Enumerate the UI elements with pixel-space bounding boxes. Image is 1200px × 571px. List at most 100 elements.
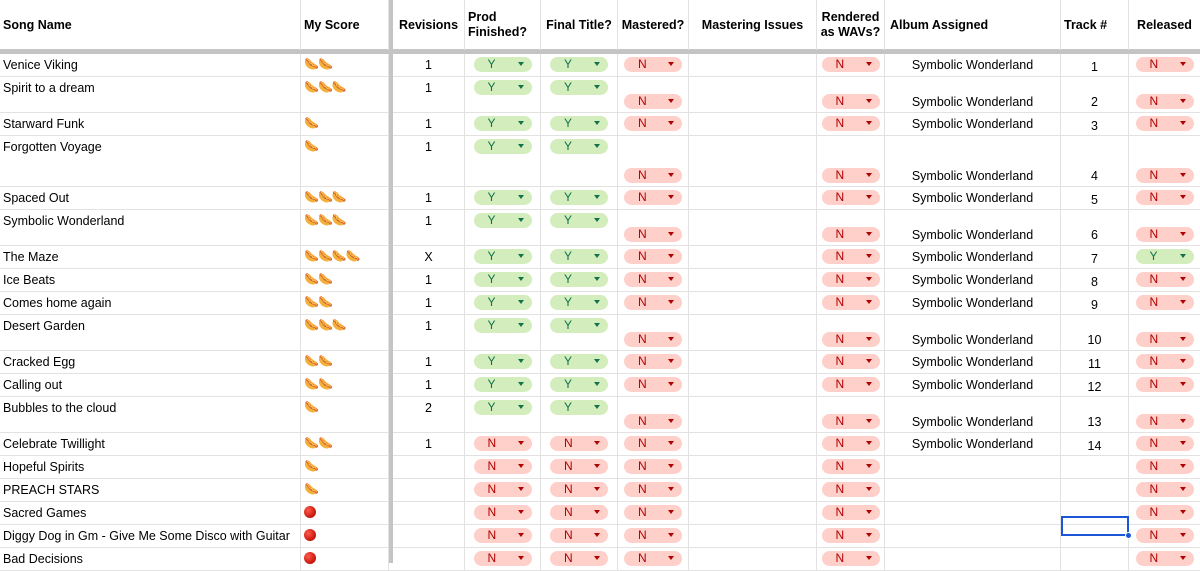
status-dropdown-final[interactable]: N [550,505,608,520]
cell-song[interactable]: Venice Viking [0,54,301,76]
status-dropdown-final[interactable]: N [550,436,608,451]
cell-album[interactable]: Symbolic Wonderland [885,292,1061,314]
cell-prod[interactable]: N [465,502,541,524]
cell-final[interactable]: Y [541,54,618,76]
cell-issues[interactable] [689,374,817,396]
cell-final[interactable]: Y [541,210,618,245]
cell-rendered[interactable]: N [817,456,885,478]
header-rendered-wavs[interactable]: Rendered as WAVs? [817,0,885,50]
cell-rev[interactable]: 1 [393,77,465,112]
cell-score[interactable]: 🌭🌭🌭🌭 [301,246,389,268]
cell-track[interactable]: 9 [1061,292,1129,314]
cell-album[interactable]: Symbolic Wonderland [885,187,1061,209]
status-dropdown-released[interactable]: N [1135,459,1194,474]
status-dropdown-rendered[interactable]: N [821,482,880,497]
cell-released[interactable]: N [1129,502,1200,524]
cell-album[interactable] [885,525,1061,547]
status-dropdown-rendered[interactable]: N [821,505,880,520]
cell-rev[interactable]: X [393,246,465,268]
cell-album[interactable]: Symbolic Wonderland [885,210,1061,245]
header-prod-finished[interactable]: Prod Finished? [465,0,541,50]
cell-mastered[interactable]: N [618,269,689,291]
cell-final[interactable]: Y [541,292,618,314]
cell-score[interactable]: 🌭 [301,136,389,186]
cell-mastered[interactable]: N [618,77,689,112]
cell-rev[interactable]: 1 [393,374,465,396]
cell-final[interactable]: Y [541,351,618,373]
status-dropdown-rendered[interactable]: N [821,332,880,347]
cell-song[interactable]: Symbolic Wonderland [0,210,301,245]
cell-rev[interactable]: 1 [393,187,465,209]
cell-prod[interactable]: Y [465,246,541,268]
cell-album[interactable]: Symbolic Wonderland [885,351,1061,373]
cell-track[interactable]: 6 [1061,210,1129,245]
status-dropdown-prod[interactable]: Y [473,139,532,154]
status-dropdown-mastered[interactable]: N [624,528,682,543]
cell-track[interactable]: 1 [1061,54,1129,76]
cell-released[interactable]: N [1129,374,1200,396]
cell-final[interactable]: Y [541,315,618,350]
cell-rev[interactable] [393,548,465,570]
cell-released[interactable]: N [1129,315,1200,350]
cell-issues[interactable] [689,315,817,350]
status-dropdown-released[interactable]: N [1135,272,1194,287]
cell-mastered[interactable]: N [618,374,689,396]
cell-mastered[interactable]: N [618,456,689,478]
cell-track[interactable]: 3 [1061,113,1129,135]
cell-prod[interactable]: Y [465,210,541,245]
cell-score[interactable]: 🌭🌭🌭 [301,187,389,209]
cell-score[interactable]: 🌭 [301,113,389,135]
cell-song[interactable]: Spirit to a dream [0,77,301,112]
cell-released[interactable]: N [1129,397,1200,432]
cell-released[interactable]: N [1129,456,1200,478]
cell-final[interactable]: N [541,433,618,455]
status-dropdown-final[interactable]: Y [550,213,608,228]
cell-released[interactable]: N [1129,479,1200,501]
cell-mastered[interactable]: N [618,136,689,186]
cell-rendered[interactable]: N [817,54,885,76]
cell-mastered[interactable]: N [618,479,689,501]
status-dropdown-prod[interactable]: Y [473,80,532,95]
cell-mastered[interactable]: N [618,397,689,432]
status-dropdown-mastered[interactable]: N [624,436,682,451]
header-final-title[interactable]: Final Title? [541,0,618,50]
cell-final[interactable]: Y [541,136,618,186]
cell-song[interactable]: Ice Beats [0,269,301,291]
cell-prod[interactable]: N [465,456,541,478]
status-dropdown-final[interactable]: N [550,528,608,543]
cell-rev[interactable]: 1 [393,351,465,373]
header-released[interactable]: Released [1137,17,1192,32]
cell-song[interactable]: PREACH STARS [0,479,301,501]
frozen-row-divider[interactable] [0,50,1200,54]
cell-track[interactable] [1061,479,1129,501]
status-dropdown-prod[interactable]: N [473,482,532,497]
cell-released[interactable]: N [1129,433,1200,455]
cell-score[interactable]: 🌭🌭🌭 [301,77,389,112]
cell-mastered[interactable]: N [618,54,689,76]
cell-prod[interactable]: Y [465,374,541,396]
status-dropdown-released[interactable]: N [1135,354,1194,369]
cell-prod[interactable]: N [465,433,541,455]
cell-album[interactable]: Symbolic Wonderland [885,113,1061,135]
status-dropdown-rendered[interactable]: N [821,528,880,543]
cell-issues[interactable] [689,351,817,373]
cell-score[interactable]: 🌭🌭🌭 [301,315,389,350]
cell-rendered[interactable]: N [817,351,885,373]
cell-song[interactable]: Spaced Out [0,187,301,209]
status-dropdown-final[interactable]: Y [550,272,608,287]
cell-score[interactable]: 🌭🌭🌭 [301,210,389,245]
cell-released[interactable]: Y [1129,246,1200,268]
cell-rev[interactable] [393,479,465,501]
status-dropdown-prod[interactable]: N [473,551,532,566]
header-track-number[interactable]: Track # [1061,0,1129,50]
cell-rendered[interactable]: N [817,113,885,135]
cell-rendered[interactable]: N [817,433,885,455]
cell-mastered[interactable]: N [618,210,689,245]
cell-album[interactable] [885,479,1061,501]
status-dropdown-final[interactable]: Y [550,116,608,131]
cell-album[interactable]: Symbolic Wonderland [885,77,1061,112]
cell-released[interactable]: N [1129,136,1200,186]
status-dropdown-rendered[interactable]: N [821,295,880,310]
cell-released[interactable]: N [1129,210,1200,245]
cell-mastered[interactable]: N [618,292,689,314]
